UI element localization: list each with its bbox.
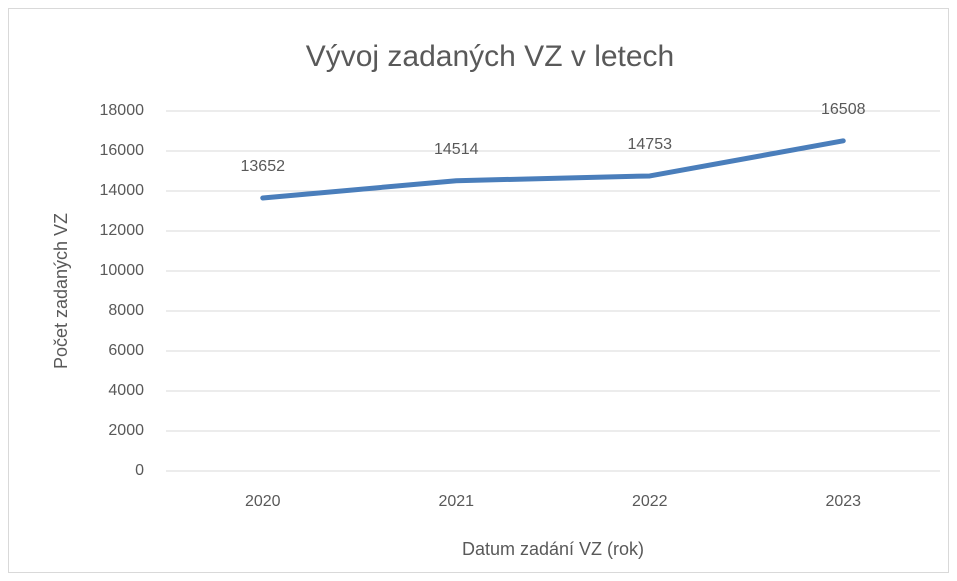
data-label: 14753 — [628, 136, 673, 153]
line — [260, 138, 846, 201]
x-tick-label: 2022 — [632, 493, 668, 510]
x-tick-label: 2023 — [825, 493, 861, 510]
chart-border — [8, 8, 949, 573]
data-label: 13652 — [241, 158, 286, 175]
x-tick-label: 2020 — [245, 493, 281, 510]
y-tick-label: 12000 — [100, 222, 145, 239]
y-tick-label: 8000 — [108, 302, 144, 319]
x-axis-title: Datum zadání VZ (rok) — [462, 539, 644, 559]
y-tick-label: 10000 — [100, 262, 145, 279]
y-axis-title: Počet zadaných VZ — [51, 213, 71, 369]
y-tick-label: 14000 — [100, 182, 145, 199]
y-tick-label: 2000 — [108, 422, 144, 439]
chart-title: Vývoj zadaných VZ v letech — [306, 40, 675, 73]
data-label: 16508 — [821, 101, 866, 118]
y-tick-label: 6000 — [108, 342, 144, 359]
y-tick-label: 18000 — [100, 102, 145, 119]
x-tick-label: 2021 — [438, 493, 474, 510]
y-tick-label: 16000 — [100, 142, 145, 159]
data-label: 14514 — [434, 141, 479, 158]
y-tick-label: 0 — [135, 462, 144, 479]
y-tick-label: 4000 — [108, 382, 144, 399]
